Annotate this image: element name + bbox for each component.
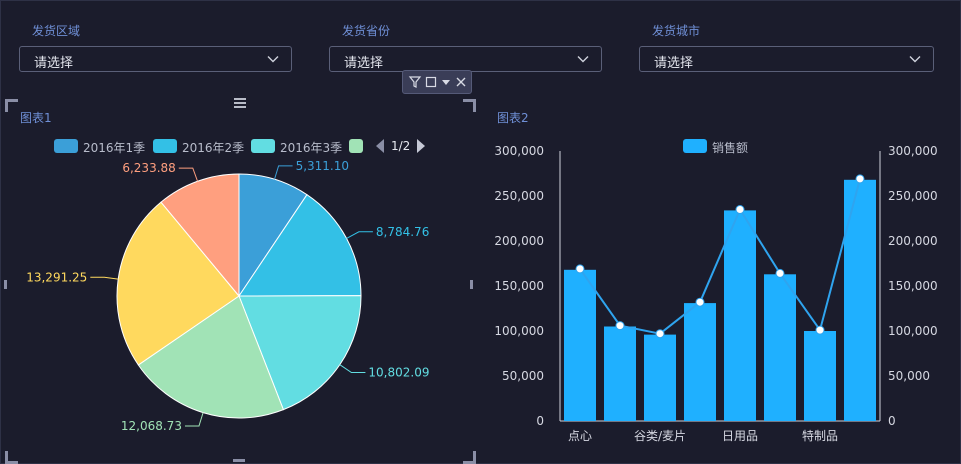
y-tick-label-right: 150,000 [888,279,938,293]
line-point[interactable] [655,329,665,339]
y-tick-label-left: 100,000 [494,324,544,338]
pie-data-label: 12,068.73 [121,419,182,433]
pie-data-label: 8,784.76 [376,225,429,239]
legend-swatch-q2[interactable] [153,139,177,153]
bar[interactable] [764,274,796,421]
x-tick-label: 谷类/麦片 [634,429,686,443]
pie-label-line [346,231,373,239]
line-point[interactable] [695,297,705,307]
bar[interactable] [844,179,876,421]
legend-swatch-q4[interactable] [349,139,363,153]
caret-down-icon[interactable] [439,75,453,89]
province-select-value: 请选择 [344,56,384,71]
chart1-title: 图表1 [20,111,52,125]
selection-corner [5,99,18,112]
resize-handle[interactable] [470,280,473,289]
x-tick-label: 日用品 [722,429,758,443]
legend-swatch-sales[interactable] [683,139,707,153]
chevron-down-icon [267,56,279,63]
line-point[interactable] [575,264,585,274]
bar[interactable] [644,334,676,421]
legend-label-q3[interactable]: 2016年3季 [280,141,343,155]
pie-slice[interactable] [238,193,362,297]
bar[interactable] [804,331,836,421]
region-select-value: 请选择 [34,56,74,71]
line-point[interactable] [855,174,865,184]
y-tick-label-right: 50,000 [888,369,930,383]
pie-data-label: 13,291.25 [26,270,87,284]
sales-line [579,178,861,335]
filter-label-region: 发货区域 [32,24,81,38]
y-tick-label-left: 250,000 [494,189,544,203]
city-select-value: 请选择 [654,56,694,71]
pie-data-label: 5,311.10 [296,159,349,173]
bar[interactable] [564,269,596,421]
x-tick-label: 特制品 [802,428,838,443]
bar[interactable] [604,326,636,422]
selection-corner [463,451,476,464]
line-point[interactable] [815,325,825,335]
line-point[interactable] [615,321,625,331]
pie-label-line [178,167,199,182]
legend-label-sales[interactable]: 销售额 [712,141,749,155]
bar[interactable] [724,210,756,421]
chevron-down-icon [909,56,921,63]
maximize-icon[interactable] [424,75,438,89]
legend-next-icon[interactable] [416,138,426,154]
y-tick-label-right: 0 [888,414,896,428]
legend-swatch-q1[interactable] [54,139,78,153]
pie-chart: 5,311.10 8,784.76 10,802.09 12,068.73 13,291… [26,159,429,433]
chevron-down-icon [577,56,589,63]
filter-icon[interactable] [408,75,422,89]
legend-prev-icon[interactable] [375,138,385,154]
selection-corner [463,99,476,112]
y-tick-label-left: 150,000 [494,279,544,293]
drag-handle-icon[interactable] [233,97,247,109]
y-tick-label-left: 200,000 [494,234,544,248]
bar-line-chart: 0 0 50,000 50,000 100,000 100,000 150,000 150,0… [494,144,938,443]
pie-data-label: 6,233.88 [122,161,175,175]
legend-label-q1[interactable]: 2016年1季 [83,141,146,155]
pie-label-line [90,276,119,280]
x-tick-label: 点心 [568,429,592,443]
city-select[interactable]: 请选择 [639,46,934,72]
pie-label-line [184,412,204,427]
bar[interactable] [684,303,716,421]
y-tick-label-right: 100,000 [888,324,938,338]
province-select[interactable]: 请选择 [329,46,602,72]
legend-swatch-q3[interactable] [251,139,275,153]
y-tick-label-right: 250,000 [888,189,938,203]
region-select[interactable]: 请选择 [19,46,292,72]
y-tick-label-left: 0 [536,414,544,428]
resize-handle[interactable] [233,459,245,462]
legend-page-indicator: 1/2 [391,139,411,153]
resize-handle[interactable] [4,280,7,289]
filter-label-province: 发货省份 [342,24,391,38]
pie-slice[interactable] [238,295,362,411]
filter-label-city: 发货城市 [652,24,701,38]
legend-label-q2[interactable]: 2016年2季 [182,141,245,155]
pie-slice[interactable] [160,173,240,298]
pie-label-line [339,364,366,374]
line-point[interactable] [735,205,745,214]
pie-label-line [274,165,293,180]
y-tick-label-left: 300,000 [494,144,544,158]
line-point[interactable] [775,268,785,278]
pie-data-label: 10,802.09 [368,366,429,380]
chart-toolbar [402,70,472,94]
chart2-title: 图表2 [497,111,529,125]
selection-corner [5,451,18,464]
close-icon[interactable] [454,75,468,89]
y-tick-label-left: 50,000 [502,369,544,383]
y-tick-label-right: 200,000 [888,234,938,248]
y-tick-label-right: 300,000 [888,144,938,158]
